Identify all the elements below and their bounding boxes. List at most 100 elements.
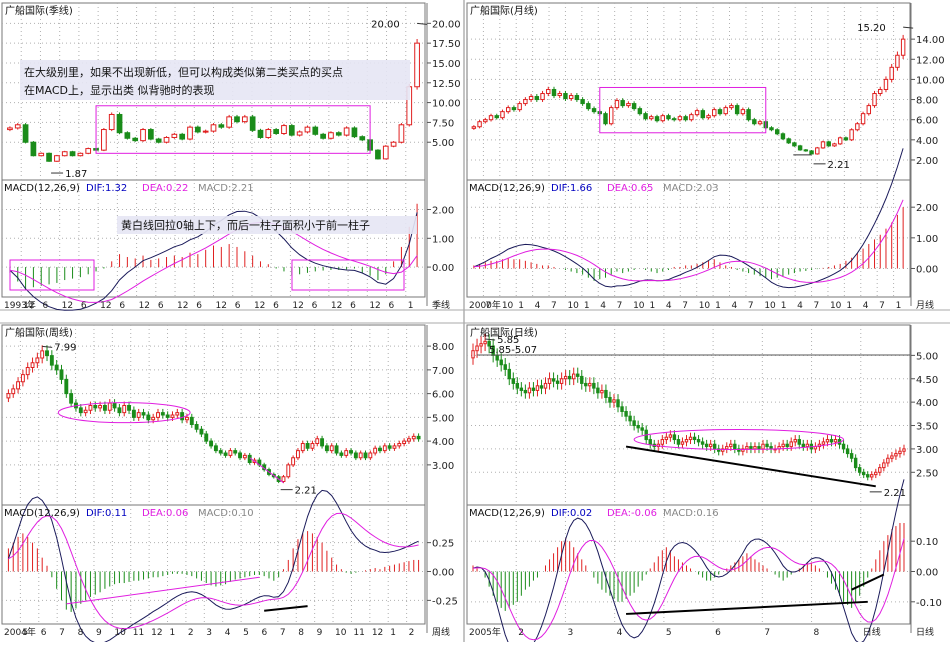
candle [874,471,878,476]
candle [609,107,614,125]
date-label: 3 [567,628,573,638]
date-label: 6 [312,301,318,311]
candle [363,452,368,459]
candle [603,113,608,125]
price-tick-label: 12.50 [432,79,461,90]
date-label: 7 [59,628,65,638]
date-label: 3 [206,628,212,638]
high-marker [903,26,914,29]
price-tick-label: 10.00 [916,75,945,86]
candle [387,445,392,449]
candle [310,443,315,449]
candle [740,109,746,115]
dif-line [7,489,419,645]
dif-line [472,479,905,646]
candle [801,443,805,448]
candle [815,147,820,155]
candle [171,133,178,138]
candle [116,113,123,134]
candle [499,359,503,366]
candle [329,445,334,452]
candle [572,373,576,380]
dea-value: DEA:0.65 [607,183,653,194]
candle [547,378,552,384]
candle [895,54,900,68]
date-label: 10 [633,301,645,311]
date-label: 10 [502,301,514,311]
date-label: 10 [567,301,579,311]
candle [488,115,494,121]
date-label: 5 [22,628,28,638]
candle [517,103,522,111]
candle [339,452,344,456]
candle [797,145,803,151]
date-label: 12 [292,301,303,311]
candle [729,105,734,109]
candle [148,129,154,140]
candle [534,96,540,101]
candle [358,452,363,459]
candle [291,457,296,466]
price-tick-label: 15.00 [432,59,461,70]
candle [523,99,528,105]
low-label: 2.21 [884,488,906,499]
candle [202,130,209,133]
candle [78,407,83,414]
candle [353,452,358,459]
date-label: 4 [732,301,738,311]
period-label: 周线 [432,626,450,638]
date-label: 6 [715,628,721,638]
candle [684,439,689,443]
price-tick-label: 7.50 [432,118,454,129]
candle [392,445,397,449]
date-label: 1 [715,301,721,311]
candle [769,446,773,450]
candle [688,436,693,441]
candle [729,443,733,448]
candle [136,412,141,418]
date-label: 10 [699,301,711,311]
candle [38,152,45,157]
candle [620,406,624,412]
date-label: 2 [188,628,194,638]
candle [155,138,162,143]
dea-line [8,512,419,630]
candle [328,132,334,139]
low-label: 2.21 [828,160,850,171]
candle [648,439,652,445]
candle [61,151,68,157]
date-label: 7 [764,628,770,638]
candle [320,438,325,447]
candle [612,399,616,403]
candle [568,95,574,100]
candle [234,116,240,123]
candle [832,143,837,147]
price-tick-label: 8.00 [916,96,938,107]
candle [40,350,45,359]
candle [889,66,894,80]
candle [16,381,21,390]
candle [829,439,834,443]
candle [398,124,405,143]
candle [185,416,189,421]
date-label: 1 [649,301,655,311]
period-label: 季线 [432,299,450,311]
dea-line [472,538,905,641]
date-label: 4 [617,628,623,638]
candle [199,428,204,435]
candle [273,129,279,135]
candle [477,121,482,128]
candle [511,378,515,384]
high-label: 20.00 [371,19,400,30]
candle [636,425,640,429]
candle [671,118,677,121]
candle [334,445,339,454]
price-tick-label: 2.50 [916,468,938,479]
candle [304,126,311,133]
candle [112,402,117,409]
candle [281,125,287,135]
candle [689,114,694,121]
candle [507,368,511,380]
panel-title: 广船国际(周线) [5,326,73,339]
candle [608,396,612,403]
